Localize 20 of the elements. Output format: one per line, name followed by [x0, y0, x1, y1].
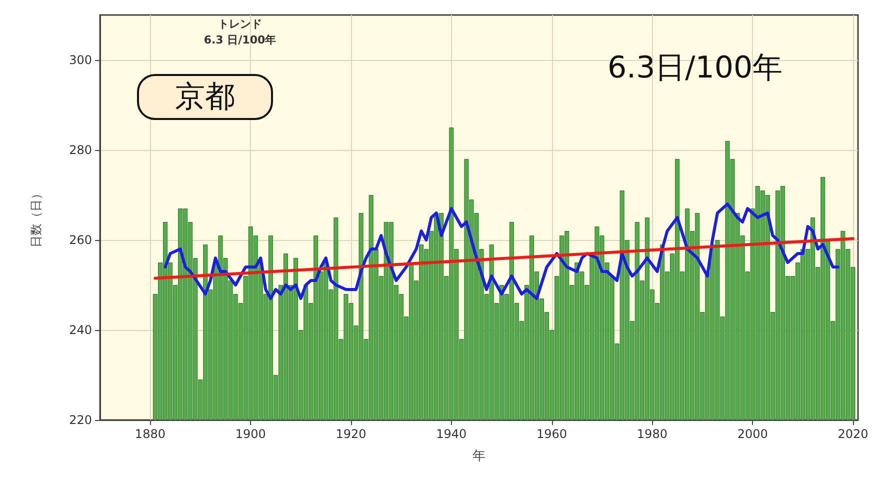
x-tick-label: 1880	[134, 427, 166, 441]
x-tick-label: 1900	[235, 427, 266, 441]
y-axis-title: 日数（日）	[29, 188, 43, 248]
line-series	[164, 202, 840, 300]
y-tick-label: 280	[69, 143, 92, 157]
x-tick-label: 1940	[436, 427, 467, 441]
annotation: 京都	[175, 80, 235, 114]
annotation: トレンド	[218, 18, 262, 30]
x-tick-label: 1980	[636, 427, 668, 441]
x-tick-label: 2020	[838, 427, 868, 441]
y-tick-label: 240	[69, 323, 92, 337]
x-axis-title: 年	[472, 449, 486, 464]
x-tick-label: 1920	[336, 427, 366, 441]
x-tick-label: 1960	[536, 427, 568, 441]
x-tick-label: 2000	[737, 427, 768, 441]
y-tick-label: 220	[69, 413, 92, 427]
y-tick-label: 260	[69, 233, 92, 247]
annotation: 6.3 日/100年	[204, 34, 276, 46]
annotation: 6.3日/100年	[607, 50, 783, 86]
y-tick-label: 300	[69, 53, 92, 67]
